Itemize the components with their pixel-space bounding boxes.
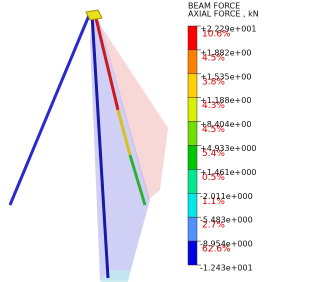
- model: [10, 10, 168, 282]
- legend-swatch: [188, 74, 197, 98]
- legend-swatch: [188, 50, 197, 74]
- legend-swatch: [188, 217, 197, 241]
- legend-label: +1.188e+00: [200, 96, 251, 105]
- legend-swatch: [188, 146, 197, 170]
- legend-label: +2.229e+001: [200, 25, 257, 34]
- legend-swatch: [188, 122, 197, 146]
- legend-label: -5.483e+000: [200, 216, 253, 225]
- legend-label: +1.882e+00: [200, 48, 251, 57]
- viewport: BEAM FORCE AXIAL FORCE , kN 10.6%4.5%3.8…: [0, 0, 271, 282]
- legend-label: +1.535e+00: [200, 72, 251, 81]
- legend-swatch: [188, 169, 197, 193]
- legend-label: +4.933e+000: [200, 144, 257, 153]
- legend-label: -2.011e+000: [200, 192, 253, 201]
- legend-title: AXIAL FORCE , kN: [188, 10, 259, 19]
- legend-label: +1.461e+000: [200, 168, 257, 177]
- beam-left: [10, 13, 90, 205]
- screenshot: BEAM FORCE AXIAL FORCE , kN 10.6%4.5%3.8…: [0, 0, 271, 282]
- legend-label: -1.243e+001: [200, 264, 253, 273]
- legend-swatch: [188, 98, 197, 122]
- legend-swatch: [188, 241, 197, 265]
- legend-swatch: [188, 193, 197, 217]
- legend-swatch: [188, 26, 197, 50]
- legend-label: +8.404e+00: [200, 120, 251, 129]
- legend-label: -8.954e+000: [200, 240, 253, 249]
